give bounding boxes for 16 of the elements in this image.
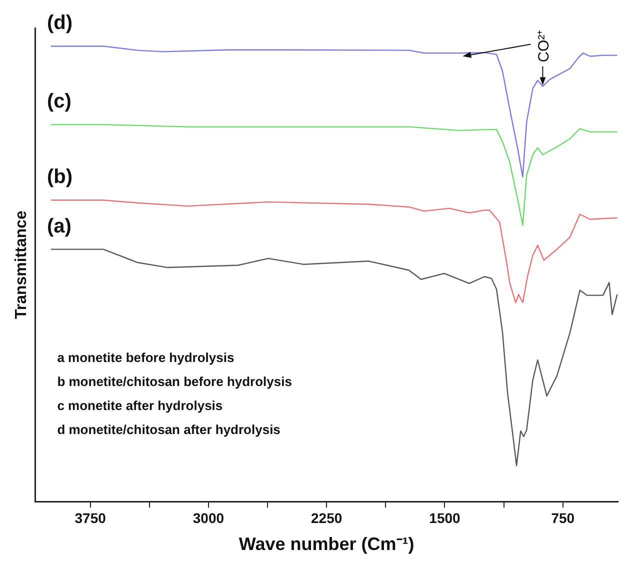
annotation: d monetite/chitosan after hydrolysis [57,422,280,437]
x-tick-label: 3750 [74,510,106,526]
annotation: CO²⁺ [536,30,553,62]
series-label: (d) [46,12,72,34]
annotation: b monetite/chitosan before hydrolysis [57,374,292,389]
series-label: (b) [46,166,72,188]
x-tick-label: 1500 [429,510,461,526]
series-label: (c) [46,90,72,113]
series-label: (a) [46,215,72,238]
x-tick-label: 750 [551,510,575,526]
x-tick-label: 2250 [311,510,342,526]
x-tick-label: 3000 [192,510,224,526]
annotation: c monetite after hydrolysis [57,398,223,413]
x-axis-title: Wave number (Cm⁻¹) [238,534,414,554]
y-axis-title: Transmittance [13,210,30,320]
annotation: a monetite before hydrolysis [57,350,234,365]
